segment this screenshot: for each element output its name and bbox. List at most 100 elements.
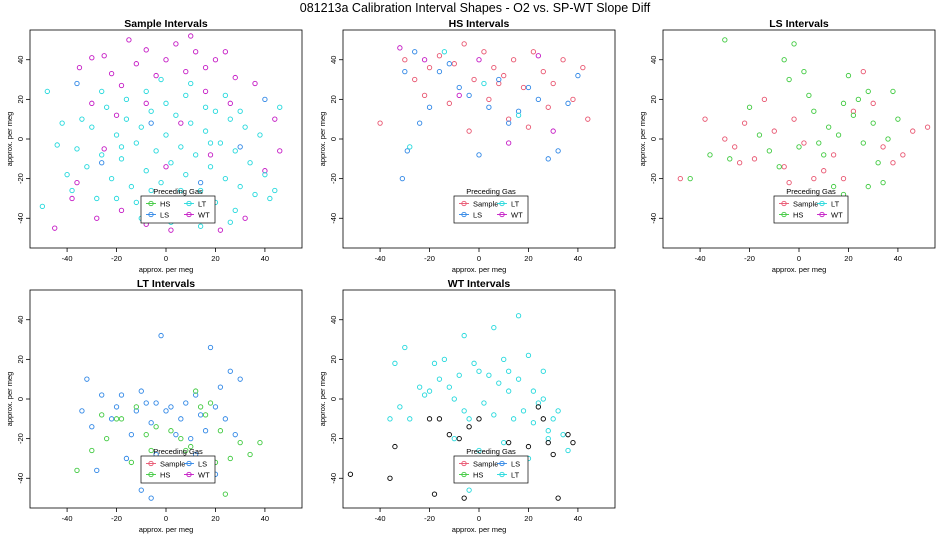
data-point-hs <box>118 416 125 422</box>
data-point-other <box>550 451 556 458</box>
y-tick-label: 20 <box>16 355 25 363</box>
data-point-lt <box>402 344 408 351</box>
data-point-lt <box>530 420 537 426</box>
data-point-lt <box>461 408 467 414</box>
data-point-lt <box>143 168 149 174</box>
data-point-lt <box>212 108 219 114</box>
data-point-lt <box>123 96 130 103</box>
y-axis-label: approx. per meg <box>5 372 14 427</box>
data-point-lt <box>247 160 253 166</box>
data-point-wt <box>94 215 100 221</box>
data-point-lt <box>407 416 413 422</box>
legend-box <box>140 455 216 484</box>
data-point-ls <box>113 404 120 410</box>
data-point-hs <box>865 88 871 95</box>
data-point-wt <box>202 88 209 95</box>
data-point-lt <box>138 124 144 130</box>
legend: Preceding Gas Sample LT LS WT <box>453 187 529 224</box>
y-tick-label: -40 <box>649 213 658 224</box>
data-point-wt <box>89 55 95 61</box>
y-tick-label: -20 <box>16 173 25 184</box>
data-point-other <box>525 443 532 450</box>
data-point-lt <box>540 396 546 402</box>
x-tick-label: 0 <box>477 514 481 523</box>
data-point-wt <box>506 140 512 146</box>
data-point-hs <box>786 76 792 83</box>
legend-swatch-marker <box>461 200 467 207</box>
data-point-ls <box>123 455 130 462</box>
data-point-hs <box>880 179 886 186</box>
data-point-wt <box>178 120 184 126</box>
x-tick-label: 40 <box>261 254 269 263</box>
legend-entry-hs: HS <box>473 470 483 479</box>
data-point-ls <box>227 368 233 374</box>
y-tick-label: -40 <box>329 213 338 224</box>
data-point-wt <box>217 227 224 233</box>
data-point-ls <box>237 144 243 150</box>
data-point-hs <box>830 183 837 190</box>
panel-ls-intervals: LS Intervals -40 -20 0 20 40 -40 -20 0 20 40 approx… <box>638 18 936 274</box>
panel-lt-intervals: LT Intervals -40 -20 0 20 40 -40 -20 0 20 40 approx… <box>5 278 303 534</box>
data-point-wt <box>535 53 541 59</box>
panel-hs-intervals: HS Intervals -40 -20 0 20 40 -40 -20 0 20 40 approx… <box>318 18 616 274</box>
data-point-wt <box>118 82 125 89</box>
data-point-ls <box>163 408 169 414</box>
data-point-hs <box>193 388 199 394</box>
y-tick-label: 40 <box>16 56 25 64</box>
series-other <box>347 404 576 501</box>
data-point-sample <box>821 168 827 174</box>
data-point-ls <box>143 400 149 406</box>
data-point-lt <box>436 376 443 382</box>
data-point-sample <box>560 57 566 63</box>
data-point-lt <box>193 152 199 158</box>
data-point-sample <box>830 152 837 158</box>
x-tick-label: 40 <box>574 514 582 523</box>
data-point-wt <box>113 112 120 118</box>
panel-title: LS Intervals <box>769 18 829 30</box>
series-hs <box>74 388 263 497</box>
data-point-lt <box>108 175 115 182</box>
legend: Preceding Gas Sample LS HS WT <box>140 447 216 484</box>
data-point-lt <box>104 104 110 110</box>
data-point-other <box>476 416 482 422</box>
legend-entry-ls: LS <box>198 459 207 468</box>
data-point-lt <box>217 140 224 146</box>
data-point-lt <box>163 132 169 138</box>
data-point-wt <box>126 37 132 43</box>
data-point-hs <box>722 37 728 43</box>
data-point-lt <box>79 116 85 122</box>
data-point-ls <box>197 412 204 418</box>
data-point-hs <box>207 400 214 406</box>
data-point-hs <box>104 435 110 442</box>
data-point-lt <box>486 372 492 378</box>
data-point-ls <box>99 160 105 166</box>
legend-swatch-marker <box>148 200 154 207</box>
data-point-lt <box>207 164 214 170</box>
y-tick-label: 0 <box>16 397 25 401</box>
y-tick-label: 40 <box>329 316 338 324</box>
data-point-wt <box>173 41 179 47</box>
legend-entry-wt: WT <box>511 210 523 219</box>
data-point-other <box>506 439 512 446</box>
data-point-sample <box>510 57 517 63</box>
data-point-other <box>545 439 551 446</box>
data-point-hs <box>197 404 204 410</box>
data-point-ls <box>94 467 100 473</box>
data-point-sample <box>870 100 876 106</box>
data-point-wt <box>118 207 125 213</box>
legend: Preceding Gas Sample LT HS WT <box>773 187 849 224</box>
data-point-wt <box>163 164 169 170</box>
y-tick-label: -40 <box>16 473 25 484</box>
data-point-other <box>456 435 462 442</box>
data-point-ls <box>74 80 80 87</box>
data-point-sample <box>786 179 792 186</box>
data-point-wt <box>421 57 428 63</box>
series-lt <box>407 49 522 150</box>
data-point-sample <box>580 65 586 71</box>
data-point-lt <box>506 388 512 394</box>
data-point-lt <box>466 487 472 493</box>
data-point-ls <box>446 61 452 67</box>
data-point-sample <box>525 124 532 130</box>
data-point-hs <box>143 432 149 438</box>
legend-swatch-marker <box>819 211 825 218</box>
